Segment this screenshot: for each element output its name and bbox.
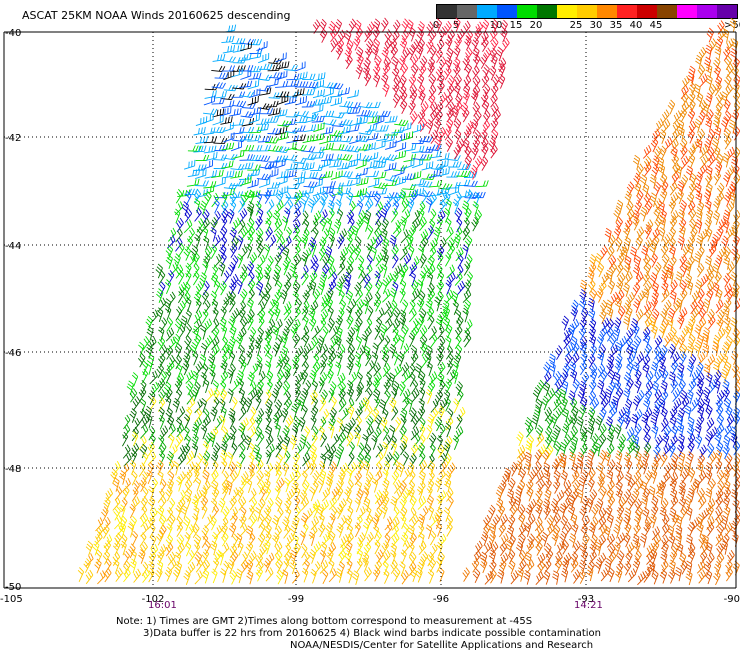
longitude-label: -105 — [0, 594, 23, 605]
latitude-label: -42 — [5, 133, 21, 144]
latitude-label: -44 — [5, 241, 21, 252]
note-line-2: 3)Data buffer is 22 hrs from 20160625 4)… — [143, 628, 601, 639]
note-line-1: Note: 1) Times are GMT 2)Times along bot… — [116, 616, 532, 627]
wind-barb — [730, 18, 736, 32]
note-line-3: NOAA/NESDIS/Center for Satellite Applica… — [290, 640, 593, 651]
latitude-label: -46 — [5, 348, 21, 359]
latitude-label: -50 — [5, 582, 21, 593]
latitude-label: -48 — [5, 464, 21, 475]
longitude-label: -96 — [433, 594, 449, 605]
time-label-right: 14:21 — [574, 600, 603, 611]
longitude-label: -99 — [288, 594, 304, 605]
time-label-left: 16:01 — [148, 600, 177, 611]
longitude-label: -90 — [724, 594, 740, 605]
latitude-label: -40 — [5, 28, 21, 39]
